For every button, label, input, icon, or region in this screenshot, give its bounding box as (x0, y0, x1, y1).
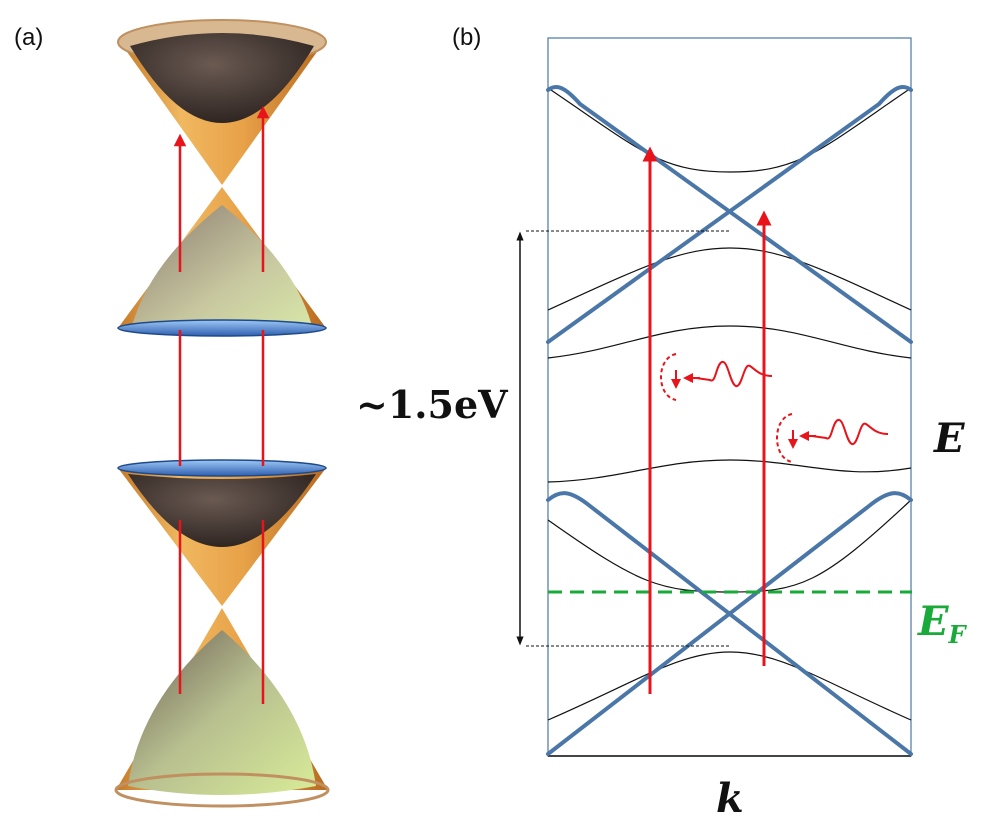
band-thin-3 (547, 325, 912, 359)
momentum-axis-label: k (716, 775, 744, 822)
dirac-band-lower-a (546, 491, 913, 756)
dirac-cone-stack (114, 19, 330, 808)
cone-upper-bottom (117, 187, 327, 337)
band-structure-panel: ~1.5eV E k EF (356, 37, 968, 822)
dirac-band-lower-b (546, 491, 913, 756)
cone-lower-top (117, 459, 327, 606)
panel-a-label: (a) (14, 24, 44, 51)
energy-axis-label: E (933, 415, 965, 462)
dirac-band-upper-b (546, 85, 913, 344)
dirac-band-upper-a (546, 85, 913, 344)
fermi-level-label: EF (917, 598, 968, 649)
thin-bands (547, 87, 912, 721)
energy-gap-label: ~1.5eV (356, 382, 509, 427)
panel-b-label: (b) (452, 24, 482, 51)
photon-spin-symbol-2 (776, 413, 889, 463)
band-thin-1 (547, 87, 912, 173)
plot-frame (547, 37, 912, 757)
cone-upper-top (117, 19, 327, 185)
band-thin-6 (547, 651, 912, 721)
band-thin-2 (547, 247, 912, 311)
photon-spin-symbol-1 (660, 353, 773, 401)
panel-b-transition-arrows (642, 146, 772, 694)
panel-a-transition-arrows (173, 105, 270, 704)
band-thin-4 (547, 459, 912, 483)
gap-guide-lines (526, 230, 730, 647)
cone-lower-bottom (114, 608, 330, 808)
dirac-bands (546, 85, 913, 756)
